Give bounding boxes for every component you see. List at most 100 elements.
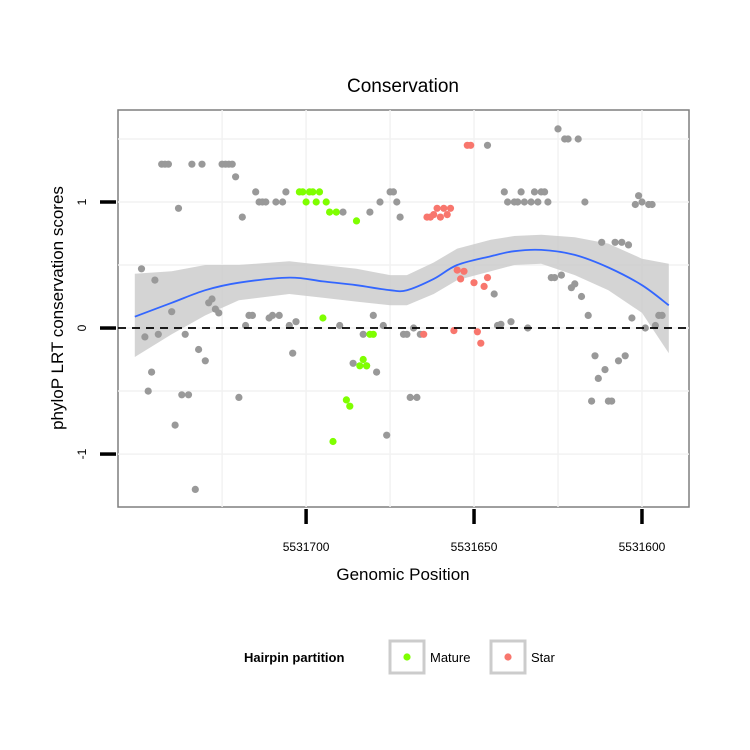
point-other [168,308,176,316]
point-other [178,391,186,399]
point-other [608,397,616,405]
point-other [618,238,626,246]
point-other [514,198,522,206]
smooth-line [134,248,670,318]
point-other [403,330,411,338]
point-mature [326,208,334,216]
point-star [480,282,488,290]
point-other [611,238,619,246]
legend-label-star: Star [531,650,556,665]
point-other [208,295,216,303]
point-star [433,204,441,212]
point-mature [352,217,361,225]
point-mature [322,198,330,206]
point-other [614,357,623,365]
point-mature [315,188,324,196]
point-other [534,198,542,206]
point-other [262,198,270,206]
point-other [369,311,377,319]
point-star [446,204,455,212]
point-star [453,266,461,274]
point-mature [356,362,364,370]
point-other [232,173,240,181]
point-other [413,393,421,401]
legend-label-mature: Mature [430,650,470,665]
point-star [470,279,478,287]
point-other [554,125,562,133]
point-other [373,368,381,376]
point-mature [346,402,354,410]
point-other [396,213,404,221]
x-tick-label: 5531650 [451,540,498,554]
point-other [601,366,609,374]
legend-title: Hairpin partition [244,650,344,665]
point-other [137,265,146,273]
point-other [624,241,633,249]
point-other [349,359,357,367]
point-other [289,349,297,357]
point-other [389,188,397,196]
chart-title: Conservation [347,76,459,97]
smooth-curve [134,248,670,318]
point-other [393,198,401,206]
y-tick-label: 1 [75,198,89,205]
point-other [406,393,414,401]
point-star [477,339,485,347]
point-star [443,211,451,219]
point-other [483,141,492,149]
point-other [184,391,193,399]
point-mature [342,396,350,404]
point-other [275,311,283,319]
point-mature [299,188,307,196]
point-star [440,204,448,212]
point-other [584,311,592,319]
data-points [137,125,666,493]
confidence-band [134,234,669,357]
point-star [483,274,492,282]
point-mature [302,198,310,206]
point-other [588,397,596,405]
point-other [497,320,505,328]
legend: Hairpin partition Mature Star [244,639,556,675]
point-other [144,387,152,395]
point-other [201,357,209,365]
point-other [198,160,206,168]
point-other [577,292,586,301]
point-other [504,198,512,206]
point-other [174,204,183,212]
x-axis: 5531700 5531650 5531600 [283,509,666,554]
point-mature [363,362,371,370]
point-other [148,368,156,376]
point-other [215,309,223,317]
point-other [641,324,649,332]
point-other [359,330,367,338]
point-other [520,198,529,206]
point-star [430,211,438,219]
point-other [591,352,599,360]
point-other [551,274,559,282]
point-other [631,200,639,209]
legend-dot-star [504,653,512,661]
point-mature [312,198,320,206]
point-other [383,431,391,439]
legend-dot-mature [403,653,411,661]
point-other [530,188,539,196]
x-axis-title: Genomic Position [336,565,469,584]
point-mature [309,188,317,196]
point-other [195,345,203,354]
point-other [248,311,256,319]
point-other [336,321,344,330]
point-other [376,198,384,206]
point-other [571,280,579,288]
point-other [564,135,572,143]
point-other [151,276,159,284]
point-other [191,485,199,493]
point-other [635,192,643,200]
confidence-band-area [134,234,669,357]
point-other [279,198,287,206]
point-other [339,208,347,216]
x-tick-label: 5531700 [283,540,330,554]
y-axis-title: phyloP LRT conservation scores [48,186,67,430]
point-other [544,198,552,206]
